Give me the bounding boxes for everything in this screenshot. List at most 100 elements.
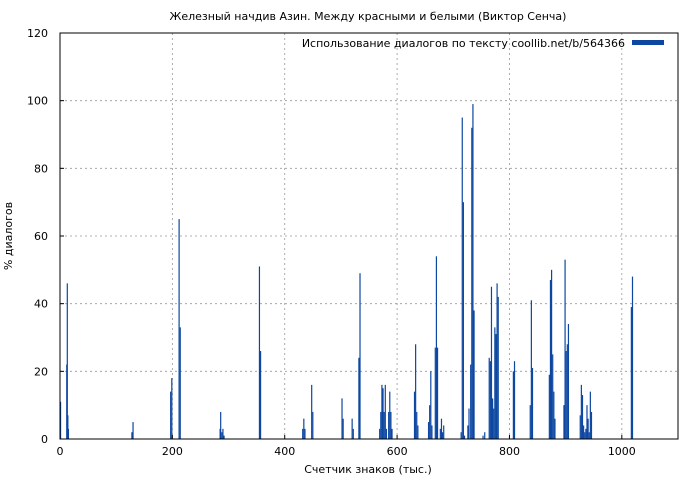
bar [390,411,392,439]
bar [385,428,388,439]
x-tick-label: 800 [499,445,520,458]
bar [441,432,444,439]
legend-swatch [632,40,664,45]
bar [435,256,438,439]
chart-title: Железный начдив Азин. Между красными и б… [170,10,567,23]
bar [513,361,516,439]
bar [550,269,553,439]
bar [342,418,344,439]
bar [587,418,589,439]
x-tick-label: 200 [162,445,183,458]
bar [352,428,354,439]
x-axis-label: Счетчик знаков (тыс.) [304,463,432,476]
bar [304,428,306,439]
bar [472,104,474,440]
bar [580,384,582,439]
bar [67,415,69,439]
bar [585,428,587,439]
bar [548,374,550,439]
bar [383,411,385,439]
bar [631,276,634,439]
bar [443,425,445,439]
bar [220,411,222,439]
bar [222,428,224,439]
bar [496,283,498,439]
bar [379,428,381,439]
bar [467,425,469,439]
bar [431,425,433,439]
grid [60,33,678,439]
bar [389,391,391,439]
bar [439,428,441,439]
bar [132,422,134,439]
bar [494,327,496,439]
bar [482,435,484,439]
x-tick-label: 400 [274,445,295,458]
bar [471,127,473,439]
bar [413,391,416,439]
bar [178,219,180,439]
bar [579,415,581,439]
y-tick-label: 100 [27,95,48,108]
bar [566,344,568,439]
x-tick-label: 600 [387,445,408,458]
bar [259,351,262,439]
bar [427,422,430,439]
bar [581,395,584,439]
bar [495,334,497,439]
bar [588,432,590,439]
bar [512,371,514,439]
x-tick-label: 0 [57,445,64,458]
bar [461,117,463,439]
bar [492,398,494,439]
bar [590,411,593,439]
bar [549,279,552,439]
bar [493,408,495,439]
bar [131,432,133,439]
y-tick-label: 120 [27,27,48,40]
bar [584,432,586,439]
bar [416,411,418,439]
bar [415,344,417,439]
bar [388,411,390,439]
y-tick-label: 60 [34,230,48,243]
bar [359,273,361,439]
bars [59,104,634,440]
bar [436,347,439,439]
bar [223,435,225,439]
ticks: 0 20 40 60 80 100 120 0 200 400 600 800 1000 [27,27,636,458]
bar [552,354,554,439]
bar [429,405,431,439]
bar [489,361,491,439]
bar [391,428,393,439]
bar [463,435,466,439]
bar [488,357,490,439]
bar [417,425,419,439]
bar [564,259,566,439]
bar [567,323,570,439]
x-tick-label: 1000 [608,445,636,458]
bar [382,388,384,439]
bar [630,307,632,439]
bar [440,418,443,439]
legend-label: Использование диалогов по тексту coollib… [302,37,625,50]
bar [470,364,472,439]
bar [171,378,173,439]
y-axis-label: % диалогов [2,202,15,270]
bar [462,202,464,439]
bar [530,300,532,439]
y-tick-label: 40 [34,298,48,311]
legend: Использование диалогов по тексту coollib… [302,37,664,50]
bar [473,310,475,439]
bar [565,351,567,439]
bar [468,408,470,439]
y-tick-label: 20 [34,365,48,378]
bar [586,405,588,439]
bar [179,327,181,439]
bar [460,432,462,439]
bar [531,367,534,439]
bar [221,432,223,439]
bar [490,286,493,439]
bar [66,283,68,439]
y-tick-label: 80 [34,162,48,175]
